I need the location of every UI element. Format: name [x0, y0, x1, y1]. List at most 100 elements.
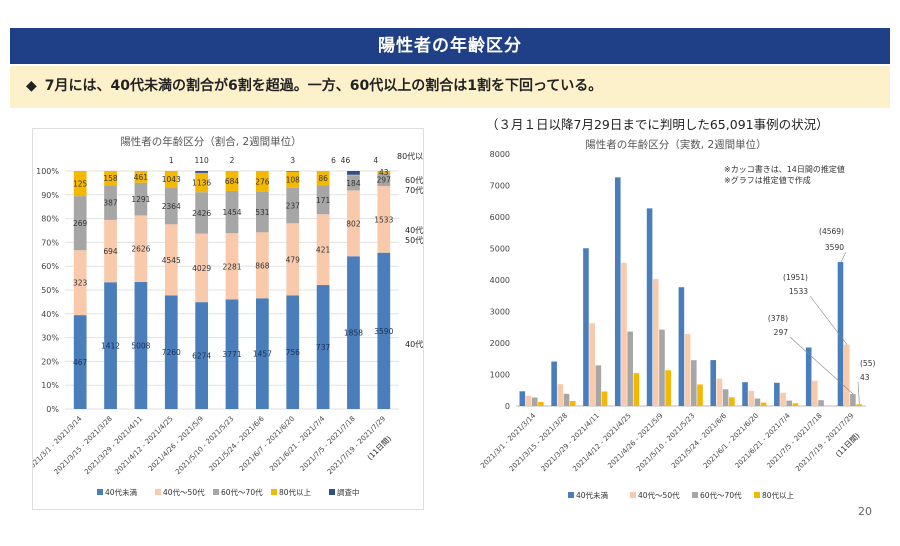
y-tick-label: 2000 [490, 339, 510, 348]
bar-40s-50s [716, 378, 723, 406]
data-label-unknown: 2 [230, 156, 235, 165]
bar-under-40 [377, 252, 391, 409]
data-label: 125 [73, 180, 88, 189]
x-tick-label: 2021/6/1 - 2021/6/20 [702, 412, 760, 470]
bar-under-40 [104, 282, 117, 409]
legend-swatch-unknown [329, 489, 335, 495]
bar-under-40 [164, 295, 178, 409]
legend-swatch-60s-70s [213, 489, 219, 495]
x-tick-label: 2021/3/15 - 2021/3/28 [53, 415, 114, 476]
legend-label: 40代未満 [105, 487, 138, 497]
bar-80-plus [104, 171, 117, 186]
bar-under-40 [255, 298, 269, 409]
bar-unknown [195, 171, 209, 173]
bar-80-plus [601, 391, 608, 406]
x-tick-note: (11日間) [365, 434, 393, 462]
bar-under-40 [551, 361, 557, 406]
x-tick-note: (11日間) [834, 431, 862, 459]
bar-40s-50s [652, 279, 659, 406]
data-label: 323 [73, 279, 88, 288]
data-label: 868 [255, 261, 270, 270]
legend-swatch-40s-50s [155, 489, 161, 495]
bar-60s-70s [563, 393, 570, 406]
y-tick-label: 1000 [490, 371, 510, 380]
bar-80-plus [760, 402, 767, 406]
bar-80-plus [195, 172, 209, 193]
y-tick-label: 50% [41, 286, 59, 295]
bar-80-plus [286, 171, 300, 188]
count-chart-panel: 陽性者の年齢区分（実数, 2週間単位） ※カッコ書きは、14日間の推定値 ※グラフは… [476, 130, 876, 510]
data-label: 531 [255, 208, 270, 217]
series-side-label: 70代 [405, 185, 423, 195]
percent-chart-panel: 陽性者の年齢区分（割合, 2週間単位） 0% 10% 20% 30% 40% 50% 60% 7… [25, 128, 439, 510]
data-label-unknown: 3 [290, 156, 295, 165]
data-label: 1533 [374, 215, 393, 224]
legend-label: 80代以上 [762, 490, 795, 500]
legend-swatch-under-40 [568, 492, 574, 498]
x-tick-label: 2021/7/5 - 2021/7/18 [765, 412, 823, 470]
bar-60s-70s [595, 365, 602, 406]
legend-swatch-40s-50s [630, 492, 636, 498]
data-label: 1291 [131, 195, 150, 204]
bar-60s-70s [850, 394, 856, 406]
legend-label: 60代～70代 [700, 490, 742, 500]
y-tick-label: 30% [41, 334, 59, 343]
series-side-label: 40代未満 [405, 339, 423, 349]
data-label: 756 [286, 348, 301, 357]
bar-40s-50s [225, 233, 239, 300]
data-label: 421 [316, 246, 331, 255]
diamond-bullet-icon: ◆ [26, 78, 37, 94]
y-tick-label: 40% [41, 310, 59, 319]
x-tick-label: 2021/4/26 - 2021/5/9 [606, 412, 664, 470]
bar-under-40 [195, 302, 209, 409]
chart-title: 陽性者の年齢区分（実数, 2週間単位） [585, 138, 766, 151]
x-tick-label: 2021/5/10 - 2021/5/23 [174, 415, 235, 476]
data-label: 108 [286, 176, 301, 185]
legend-swatch-80-plus [271, 489, 277, 495]
bar-80-plus [164, 171, 178, 188]
data-label: 3771 [222, 350, 241, 359]
bar-40s-50s [812, 380, 818, 406]
bar-80-plus [73, 171, 87, 197]
bar-80-plus [225, 171, 239, 191]
x-tick-label: 2021/6/21 - 2021/7/4 [734, 411, 793, 470]
y-tick-label: 10% [41, 381, 59, 390]
x-tick-label: 2021/3/15 - 2021/3/28 [508, 412, 569, 473]
data-label: 4029 [192, 264, 211, 273]
bar-60s-70s [255, 191, 269, 233]
bar-60s-70s [627, 331, 633, 406]
leader-line [789, 336, 854, 395]
data-label: 6274 [192, 352, 211, 361]
bar-40s-50s [843, 344, 850, 406]
estimate-label: (55) [860, 359, 875, 368]
bar-80-plus [255, 171, 269, 192]
series-side-label: 80代以上 [397, 151, 423, 161]
bar-under-40 [73, 315, 87, 409]
bar-40s-50s [780, 392, 786, 406]
bar-80-plus [377, 171, 391, 174]
bar-under-40 [225, 299, 239, 409]
bar-under-40 [614, 177, 621, 406]
bar-80-plus [792, 403, 799, 406]
legend-label: 40代未満 [576, 490, 609, 500]
data-label: 2426 [192, 209, 211, 218]
bar-40s-50s [621, 262, 627, 406]
bar-60s-70s [134, 182, 148, 216]
percent-stacked-bar-chart: 陽性者の年齢区分（割合, 2週間単位） 0% 10% 20% 30% 40% 50% 60% 7… [25, 135, 439, 497]
data-label: 86 [318, 174, 328, 183]
bar-60s-70s [722, 389, 729, 406]
legend-label: 40代～50代 [163, 487, 205, 497]
actual-label: 3590 [825, 243, 844, 252]
bar-80-plus [856, 404, 862, 406]
bar-60s-70s [195, 192, 209, 234]
x-tick-label: 2021/6/21 - 2021/7/4 [268, 414, 327, 473]
data-label: 1043 [162, 175, 181, 184]
x-tick-label: 2021/7/5 - 2021/7/18 [299, 415, 357, 473]
bar-under-40 [347, 256, 360, 409]
estimate-label: (1951) [783, 273, 808, 282]
bar-under-40 [286, 295, 300, 409]
data-label: 1136 [192, 179, 211, 188]
legend-label: 調査中 [337, 487, 360, 497]
data-label: 6 [331, 156, 336, 165]
data-label-unknown: 110 [194, 156, 209, 165]
